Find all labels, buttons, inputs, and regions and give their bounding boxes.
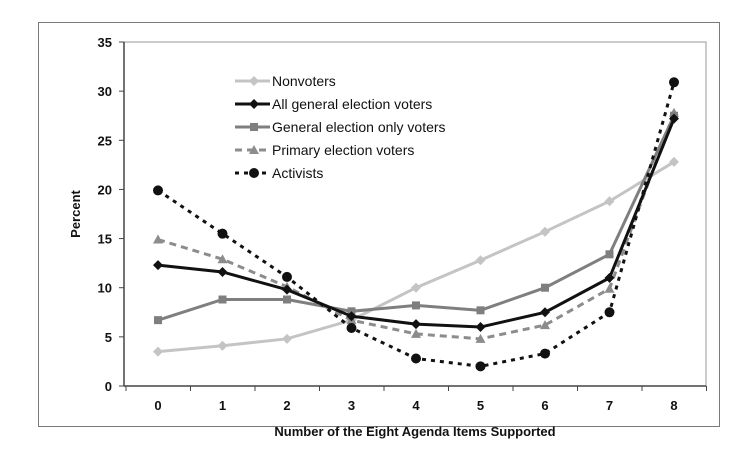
legend-label: Activists xyxy=(272,165,323,181)
data-point xyxy=(282,333,292,344)
legend-marker xyxy=(250,123,258,131)
data-point xyxy=(153,260,163,271)
legend-marker xyxy=(249,76,259,86)
legend-item: Activists xyxy=(235,165,323,181)
data-point xyxy=(153,234,163,244)
data-point xyxy=(282,271,292,282)
data-point xyxy=(475,255,486,266)
data-point xyxy=(154,316,162,325)
data-point xyxy=(218,295,227,304)
legend-marker xyxy=(249,145,259,154)
data-point xyxy=(411,319,421,330)
x-tick-label: 8 xyxy=(670,398,677,413)
legend-item: General election only voters xyxy=(235,119,446,135)
data-point xyxy=(541,283,549,292)
data-point xyxy=(346,311,357,322)
data-point xyxy=(282,284,292,295)
y-tick-label: 10 xyxy=(98,281,112,296)
x-tick-label: 3 xyxy=(348,398,355,413)
x-tick-label: 2 xyxy=(283,398,290,413)
legend-marker xyxy=(249,168,259,178)
data-point xyxy=(605,250,614,259)
data-point xyxy=(604,272,615,283)
x-tick-label: 1 xyxy=(219,398,226,413)
data-point xyxy=(475,333,486,343)
legend-label: General election only voters xyxy=(272,119,446,135)
legend-label: Primary election voters xyxy=(272,142,414,158)
data-point xyxy=(217,266,228,277)
x-tick-label: 7 xyxy=(606,398,613,413)
data-point xyxy=(217,340,228,351)
y-tick-label: 35 xyxy=(98,35,112,50)
legend-marker xyxy=(249,99,259,109)
data-point xyxy=(540,226,550,237)
data-point xyxy=(411,328,421,338)
data-point xyxy=(540,320,550,330)
x-tick-label: 6 xyxy=(541,398,548,413)
legend-label: Nonvoters xyxy=(272,73,336,89)
x-tick-label: 4 xyxy=(412,398,420,413)
legend-item: All general election voters xyxy=(235,96,432,112)
series-all-general-election-voters xyxy=(153,113,679,333)
data-point xyxy=(411,282,421,293)
data-point xyxy=(411,353,421,364)
data-point xyxy=(540,348,550,359)
data-point xyxy=(153,346,163,357)
y-tick-label: 20 xyxy=(98,182,112,197)
data-point xyxy=(346,323,357,334)
x-axis-label: Number of the Eight Agenda Items Support… xyxy=(274,424,555,439)
data-point xyxy=(669,113,679,124)
y-tick-label: 0 xyxy=(105,379,112,394)
legend-label: All general election voters xyxy=(272,96,432,112)
legend-item: Primary election voters xyxy=(235,142,414,158)
data-point xyxy=(153,185,163,196)
data-point xyxy=(669,77,679,88)
data-point xyxy=(604,196,615,207)
data-point xyxy=(476,306,485,315)
y-axis-label: Percent xyxy=(68,189,83,237)
data-point xyxy=(412,301,420,310)
y-tick-label: 30 xyxy=(98,84,112,99)
x-tick-label: 5 xyxy=(477,398,484,413)
legend-item: Nonvoters xyxy=(235,73,336,89)
series-activists xyxy=(153,77,679,372)
y-tick-label: 15 xyxy=(98,232,112,247)
data-point xyxy=(217,228,228,239)
chart-frame xyxy=(38,22,720,427)
data-point xyxy=(475,361,486,372)
data-point xyxy=(217,254,228,264)
data-point xyxy=(475,322,486,333)
data-point xyxy=(604,307,615,318)
data-point xyxy=(540,307,550,318)
data-point xyxy=(669,156,679,167)
data-point xyxy=(283,295,291,304)
data-point xyxy=(604,283,615,293)
y-tick-label: 5 xyxy=(105,330,112,345)
x-tick-label: 0 xyxy=(154,398,161,413)
y-tick-label: 25 xyxy=(98,133,112,148)
